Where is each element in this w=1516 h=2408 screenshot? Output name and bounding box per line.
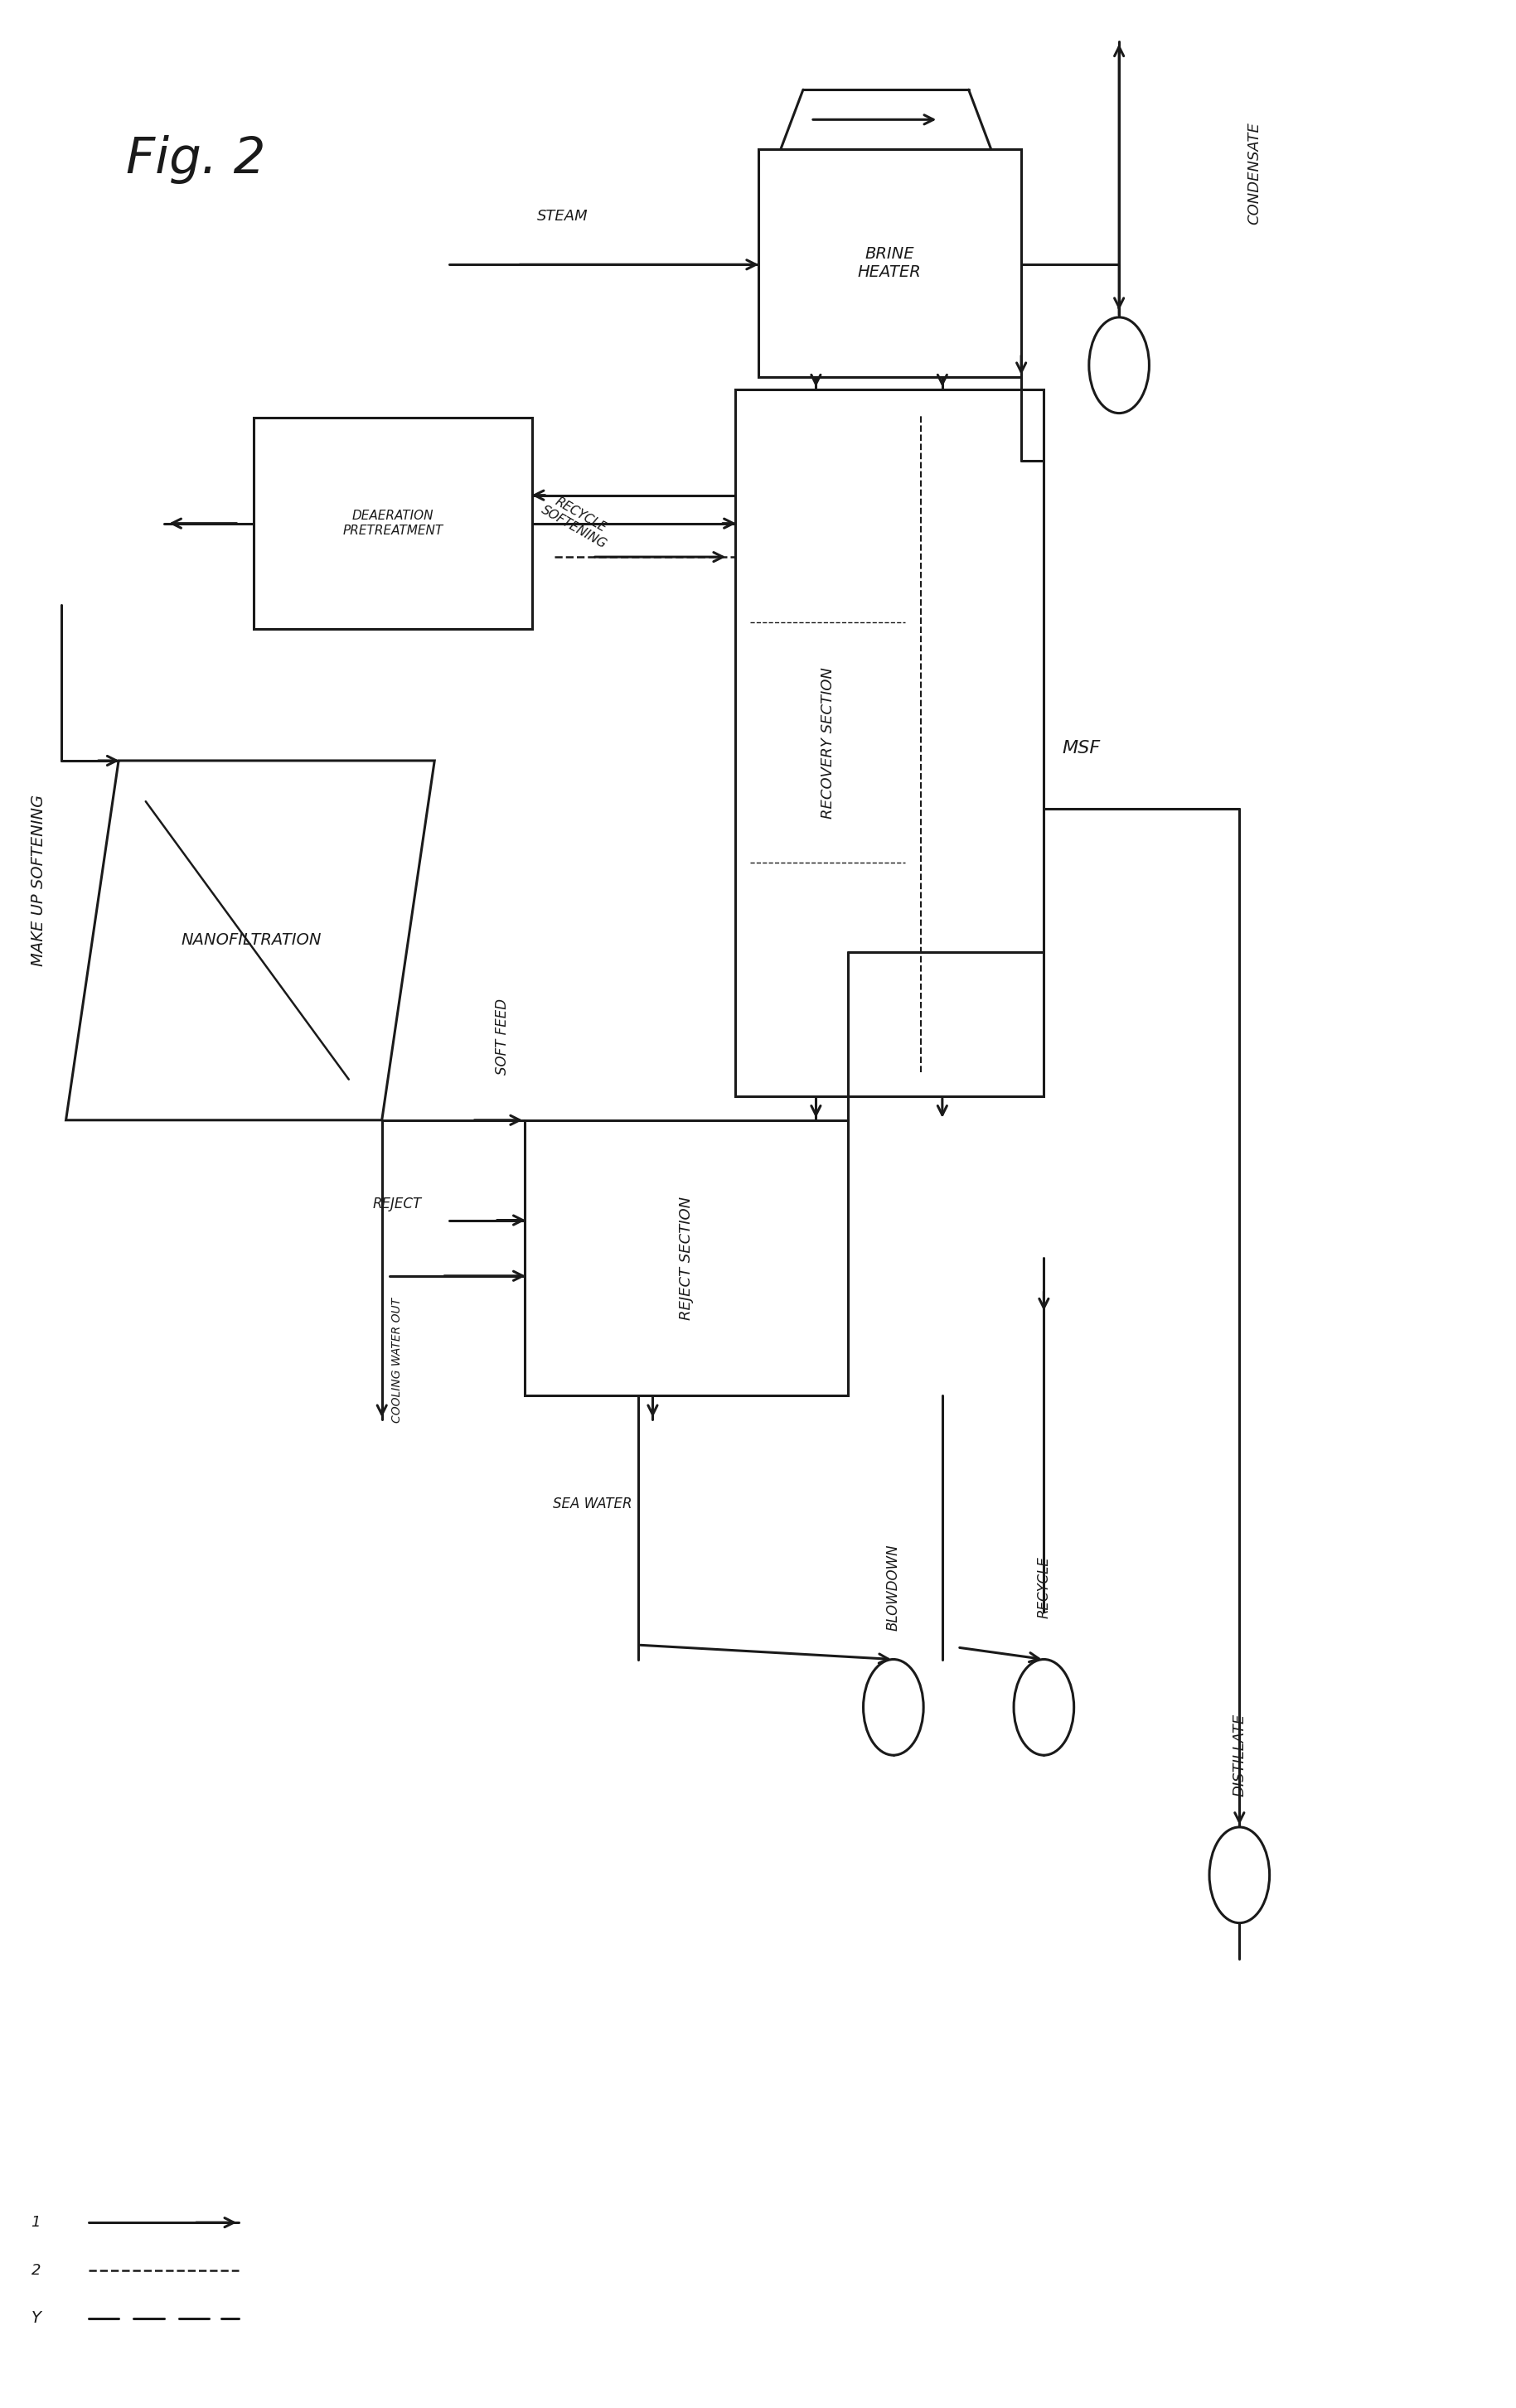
Circle shape xyxy=(863,1659,923,1755)
Text: SOFT FEED: SOFT FEED xyxy=(494,999,509,1074)
Text: MSF: MSF xyxy=(1063,739,1101,756)
Text: CONDENSATE: CONDENSATE xyxy=(1248,123,1261,224)
Circle shape xyxy=(1014,1659,1073,1755)
Text: Y: Y xyxy=(30,2312,41,2326)
Bar xyxy=(758,149,1022,378)
Text: RECOVERY SECTION: RECOVERY SECTION xyxy=(820,667,835,819)
Text: SEA WATER: SEA WATER xyxy=(553,1495,632,1510)
Text: 2: 2 xyxy=(32,2264,41,2278)
Text: MAKE UP SOFTENING: MAKE UP SOFTENING xyxy=(30,795,47,966)
Text: COOLING WATER OUT: COOLING WATER OUT xyxy=(391,1298,403,1423)
Text: DEAERATION
PRETREATMENT: DEAERATION PRETREATMENT xyxy=(343,510,443,537)
Text: DISTILLATE: DISTILLATE xyxy=(1233,1714,1246,1796)
Bar xyxy=(255,419,532,628)
Text: NANOFILTRATION: NANOFILTRATION xyxy=(180,932,321,949)
Circle shape xyxy=(1210,1828,1269,1924)
Text: REJECT: REJECT xyxy=(373,1197,421,1211)
Text: BLOWDOWN: BLOWDOWN xyxy=(885,1544,901,1630)
Text: BRINE
HEATER: BRINE HEATER xyxy=(858,246,922,279)
Polygon shape xyxy=(65,761,435,1120)
Text: REJECT SECTION: REJECT SECTION xyxy=(679,1197,694,1320)
Text: RECYCLE
SOFTENING: RECYCLE SOFTENING xyxy=(540,491,615,551)
Text: STEAM: STEAM xyxy=(537,209,588,224)
Text: RECYCLE: RECYCLE xyxy=(1037,1556,1051,1618)
Text: Fig. 2: Fig. 2 xyxy=(126,135,265,185)
Circle shape xyxy=(1088,318,1149,414)
Text: 1: 1 xyxy=(32,2215,41,2230)
Bar xyxy=(735,390,1045,1096)
Bar xyxy=(525,1120,849,1397)
